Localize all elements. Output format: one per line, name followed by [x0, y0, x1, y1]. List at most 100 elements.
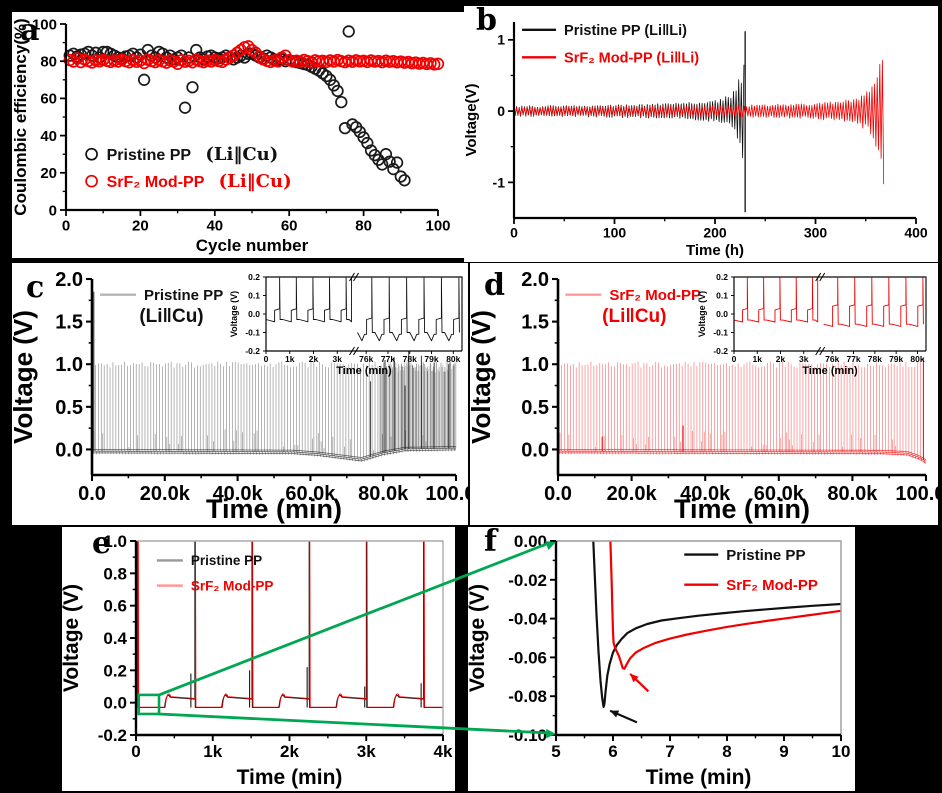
svg-text:79k: 79k	[889, 354, 903, 364]
svg-text:0.6: 0.6	[103, 597, 127, 616]
svg-text:Time (min): Time (min)	[206, 494, 342, 524]
svg-text:-0.06: -0.06	[508, 648, 547, 667]
panel-label-b: b	[476, 3, 497, 38]
svg-text:Pristine PP (Li‖Cu): Pristine PP (Li‖Cu)	[107, 144, 279, 165]
svg-text:0.8: 0.8	[103, 564, 127, 583]
svg-text:1: 1	[497, 32, 505, 48]
chart-b-li-li-cycling: 0 100 200 300 400 -1 0 1 Time (h) Voltage(V) Prist…	[464, 22, 928, 259]
series-layer	[513, 31, 885, 213]
svg-text:40: 40	[206, 217, 223, 234]
svg-text:Voltage (V): Voltage (V)	[230, 291, 239, 337]
svg-text:Voltage (V): Voltage (V)	[470, 310, 496, 444]
svg-text:(Li‖Cu): (Li‖Cu)	[139, 306, 203, 327]
svg-text:1k: 1k	[753, 354, 763, 364]
panel-label-a: a	[20, 13, 40, 48]
svg-text:77k: 77k	[381, 354, 395, 364]
svg-text:20.0k: 20.0k	[140, 483, 191, 505]
svg-text:60.0k: 60.0k	[285, 483, 336, 505]
svg-text:100.0k: 100.0k	[895, 483, 938, 505]
svg-text:0: 0	[62, 217, 70, 234]
svg-text:400: 400	[904, 224, 928, 240]
svg-text:Time (h): Time (h)	[686, 242, 744, 259]
svg-text:Coulombic efficiency(%): Coulombic efficiency(%)	[12, 18, 30, 215]
svg-text:60: 60	[281, 217, 298, 234]
panel-e: 0 1k 2k 3k 4k -0.2 0.0 0.2 0.4 0.6 0.8 1.0 Time (min…	[62, 527, 455, 791]
svg-text:2k: 2k	[280, 742, 299, 761]
panel-c: 0.0 20.0k 40.0k 60.0k 80.0k 100.0k 0.0 0.5 1.0 1.…	[12, 263, 468, 525]
svg-text:8: 8	[722, 742, 731, 761]
svg-text:0.5: 0.5	[55, 397, 83, 419]
chart-e-voltage-zoom: 0 1k 2k 3k 4k -0.2 0.0 0.2 0.4 0.6 0.8 1.0 Time (min…	[62, 532, 453, 789]
svg-text:Time (min): Time (min)	[237, 766, 343, 789]
series-layer	[92, 291, 457, 463]
svg-text:-0.1: -0.1	[245, 327, 260, 337]
svg-text:Voltage (V): Voltage (V)	[62, 584, 83, 692]
svg-text:Pristine PP: Pristine PP	[144, 287, 223, 304]
svg-text:Time (min): Time (min)	[674, 494, 810, 524]
svg-text:300: 300	[804, 224, 828, 240]
panel-label-d: d	[484, 268, 505, 303]
svg-text:-0.08: -0.08	[508, 687, 547, 706]
panel-c-inset: 0 1k 2k 3k 76k 77k 78k 79k 80k 0.2 0.1 0.0 -0.1 -0.2 T…	[230, 269, 468, 381]
svg-text:0.4: 0.4	[103, 629, 127, 648]
series-layer	[733, 276, 924, 327]
svg-text:100: 100	[603, 224, 627, 240]
svg-text:0.0: 0.0	[103, 694, 127, 713]
series-layer	[63, 25, 445, 187]
svg-text:2k: 2k	[309, 354, 319, 364]
svg-text:3k: 3k	[333, 354, 343, 364]
svg-text:0.2: 0.2	[103, 661, 127, 680]
svg-text:20.0k: 20.0k	[607, 483, 658, 505]
series-layer	[135, 540, 443, 709]
svg-text:SrF₂ Mod-PP (Li‖Cu): SrF₂ Mod-PP (Li‖Cu)	[107, 171, 292, 192]
svg-text:-0.02: -0.02	[508, 571, 547, 590]
series-layer	[265, 276, 460, 342]
svg-text:0: 0	[49, 202, 57, 219]
svg-text:Pristine PP: Pristine PP	[191, 553, 262, 568]
svg-text:0.5: 0.5	[521, 397, 549, 419]
svg-text:10: 10	[832, 742, 851, 761]
svg-text:0.0: 0.0	[55, 439, 83, 461]
svg-text:SrF₂ Mod-PP: SrF₂ Mod-PP	[191, 578, 274, 593]
svg-text:Voltage (V): Voltage (V)	[468, 584, 489, 692]
svg-text:0: 0	[510, 224, 518, 240]
svg-text:1.5: 1.5	[55, 312, 83, 334]
svg-text:76k: 76k	[825, 354, 839, 364]
svg-text:0.2: 0.2	[716, 272, 728, 282]
svg-text:3k: 3k	[357, 742, 376, 761]
svg-text:77k: 77k	[846, 354, 860, 364]
legend: Pristine PP SrF₂ Mod-PP	[156, 553, 274, 593]
svg-text:0.1: 0.1	[248, 290, 260, 300]
svg-text:0.0: 0.0	[521, 439, 549, 461]
svg-text:0.00: 0.00	[514, 532, 547, 551]
svg-text:6: 6	[608, 742, 617, 761]
svg-text:80.0k: 80.0k	[358, 483, 409, 505]
svg-text:0.0: 0.0	[248, 309, 260, 319]
svg-text:100: 100	[32, 16, 57, 33]
chart-a-coulombic-efficiency: 0 20 40 60 80 100 0 20 40 60 80 100 Cycle number Coul…	[12, 16, 451, 255]
panel-a: 0 20 40 60 80 100 0 20 40 60 80 100 Cycle number Coul…	[12, 12, 464, 258]
svg-text:0.2: 0.2	[248, 272, 260, 282]
svg-text:200: 200	[703, 224, 727, 240]
svg-text:1.5: 1.5	[521, 312, 549, 334]
svg-text:40.0k: 40.0k	[213, 483, 264, 505]
svg-text:60: 60	[40, 91, 57, 108]
panel-f: 5 6 7 8 9 10 0.00 -0.02 -0.04 -0.06 -0.08 -0.10 Time…	[468, 527, 855, 791]
svg-text:9: 9	[779, 742, 788, 761]
svg-text:Voltage (V): Voltage (V)	[698, 291, 707, 337]
svg-text:Voltage (V): Voltage (V)	[12, 310, 38, 444]
svg-text:Cycle number: Cycle number	[196, 236, 309, 255]
panel-d-inset: 0 1k 2k 3k 76k 77k 78k 79k 80k 0.2 0.1 0.0 -0.1 -0.2 T…	[698, 269, 932, 381]
legend: Pristine PP (Li‖Li) SrF₂ Mod-PP (Li‖Li)	[522, 23, 699, 66]
series-layer	[592, 540, 842, 708]
svg-text:20: 20	[132, 217, 149, 234]
svg-text:(Li‖Cu): (Li‖Cu)	[602, 306, 666, 327]
svg-text:1.0: 1.0	[103, 532, 127, 551]
svg-text:0.1: 0.1	[716, 290, 728, 300]
legend: Pristine PP (Li‖Cu) SrF₂ Mod-PP (Li‖Cu)	[85, 144, 292, 192]
svg-text:76k: 76k	[359, 354, 373, 364]
svg-text:SrF₂ Mod-PP: SrF₂ Mod-PP	[726, 577, 818, 594]
svg-text:0: 0	[131, 742, 140, 761]
svg-text:100: 100	[425, 217, 450, 234]
